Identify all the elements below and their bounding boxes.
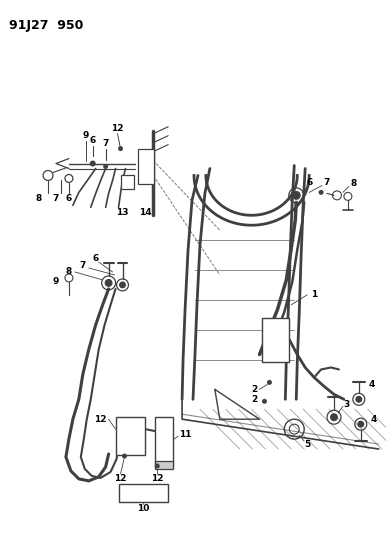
- Circle shape: [103, 164, 108, 169]
- Text: 14: 14: [139, 208, 152, 217]
- Text: 6: 6: [92, 254, 99, 263]
- Bar: [262, 318, 289, 362]
- Circle shape: [90, 160, 96, 166]
- Text: 7: 7: [103, 139, 109, 148]
- Circle shape: [330, 413, 338, 421]
- Text: 8: 8: [36, 194, 42, 203]
- Bar: [118, 484, 168, 502]
- Text: 1: 1: [311, 290, 317, 300]
- Text: 4: 4: [368, 380, 375, 389]
- Text: 13: 13: [116, 208, 129, 217]
- Text: 5: 5: [304, 440, 310, 449]
- Circle shape: [357, 421, 364, 427]
- Circle shape: [122, 454, 127, 458]
- Text: 2: 2: [252, 395, 258, 404]
- Text: 7: 7: [324, 178, 330, 187]
- Bar: [139, 149, 154, 184]
- Text: 3: 3: [344, 400, 350, 409]
- Text: 8: 8: [66, 268, 72, 277]
- Bar: [120, 175, 134, 189]
- Text: 91J27  950: 91J27 950: [9, 19, 84, 33]
- Text: 6: 6: [306, 178, 312, 187]
- Text: 2: 2: [252, 385, 258, 394]
- Circle shape: [118, 146, 123, 151]
- Circle shape: [104, 279, 113, 287]
- Text: 9: 9: [82, 131, 89, 140]
- Circle shape: [267, 380, 272, 385]
- Circle shape: [355, 396, 362, 403]
- Text: 10: 10: [137, 504, 149, 513]
- Bar: [155, 417, 173, 467]
- Circle shape: [292, 191, 301, 200]
- Text: 7: 7: [80, 261, 86, 270]
- Text: 9: 9: [53, 277, 59, 286]
- Bar: [155, 461, 173, 469]
- Text: 8: 8: [351, 179, 357, 188]
- Circle shape: [119, 281, 126, 288]
- Text: 11: 11: [179, 430, 191, 439]
- Text: 12: 12: [114, 474, 127, 483]
- Text: 6: 6: [66, 194, 72, 203]
- Circle shape: [262, 399, 267, 404]
- Text: 12: 12: [94, 415, 107, 424]
- Text: 7: 7: [53, 194, 59, 203]
- Text: 12: 12: [111, 124, 124, 133]
- Text: 4: 4: [370, 415, 377, 424]
- Circle shape: [155, 464, 160, 469]
- Text: 12: 12: [151, 474, 164, 483]
- Text: 6: 6: [90, 136, 96, 145]
- Circle shape: [319, 190, 324, 195]
- Bar: [116, 417, 146, 455]
